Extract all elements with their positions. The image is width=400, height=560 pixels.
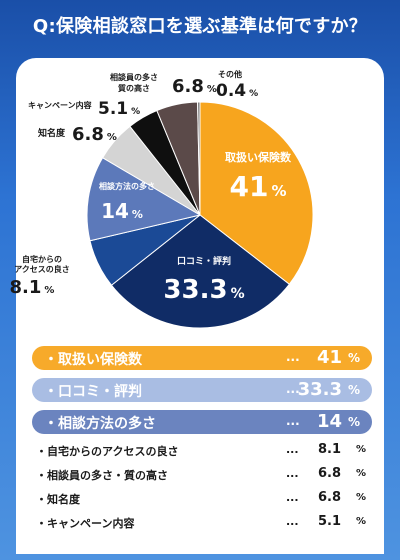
- ranking-unit: %: [347, 383, 360, 397]
- slice-value-label: 6.8%: [172, 76, 217, 97]
- slice-category-label: その他: [218, 69, 242, 79]
- slice-value-label: 33.3%: [163, 275, 244, 305]
- slice-category-label: 相談方法の多さ: [99, 181, 155, 191]
- ranking-dots: ...: [286, 382, 300, 396]
- pie-slice: [86, 157, 202, 242]
- slice-value-label: 8.1%: [10, 277, 55, 298]
- slice-category-label: 自宅からの: [22, 254, 62, 264]
- slice-category-label: 取扱い保険数: [225, 150, 292, 164]
- slice-category-label: 知名度: [37, 127, 66, 139]
- ranking-row-6: ・知名度 ... 6.8 %: [36, 490, 366, 508]
- ranking-unit: %: [356, 444, 367, 455]
- ranking-unit: %: [356, 516, 367, 527]
- ranking-label: ・キャンペーン内容: [36, 517, 135, 530]
- ranking-value: 14: [316, 411, 342, 432]
- slice-value-label: 0.4%: [216, 81, 258, 101]
- ranking-row-4: ・自宅からのアクセスの良さ ... 8.1 %: [36, 442, 366, 460]
- ranking-unit: %: [347, 351, 360, 365]
- ranking-row-1: ・取扱い保険数 ... 41 %: [32, 346, 372, 370]
- slice-category-label: 相談員の多さ: [110, 72, 158, 82]
- slice-category-label: 質の高さ: [118, 83, 150, 93]
- ranking-dots: ...: [286, 350, 300, 364]
- ranking-label: ・相談員の多さ・質の高さ: [36, 469, 168, 482]
- ranking-row-7: ・キャンペーン内容 ... 5.1 %: [36, 514, 366, 532]
- slice-value-label: 41%: [230, 170, 287, 203]
- ranking-value: 6.8: [318, 490, 342, 505]
- pie-slice: [199, 101, 314, 285]
- slice-category-label: 口コミ・評判: [177, 255, 231, 267]
- ranking-dots: ...: [286, 491, 299, 504]
- slice-value-label: 5.1%: [98, 99, 140, 119]
- page-title: Q:保険相談窓口を選ぶ基準は何ですか？: [32, 16, 368, 37]
- ranking-label: ・相談方法の多さ: [44, 416, 156, 432]
- slice-category-label: アクセスの良さ: [14, 264, 70, 274]
- ranking-label: ・取扱い保険数: [44, 352, 142, 368]
- ranking-unit: %: [356, 492, 367, 503]
- ranking-row-2: ・口コミ・評判 ... 33.3 %: [32, 378, 372, 402]
- ranking-value: 8.1: [318, 442, 342, 457]
- ranking-dots: ...: [286, 443, 299, 456]
- ranking-label: ・口コミ・評判: [44, 384, 142, 400]
- ranking-unit: %: [356, 468, 367, 479]
- ranking-label: ・知名度: [36, 493, 80, 506]
- ranking-value: 33.3: [297, 379, 342, 400]
- ranking-value: 41: [316, 347, 342, 368]
- slice-value-label: 14%: [101, 199, 143, 223]
- ranking-value: 6.8: [318, 466, 342, 481]
- pie-slice: [197, 101, 201, 216]
- ranking-dots: ...: [286, 467, 299, 480]
- ranking-dots: ...: [286, 414, 300, 428]
- ranking-value: 5.1: [318, 514, 342, 529]
- ranking-row-5: ・相談員の多さ・質の高さ ... 6.8 %: [36, 466, 366, 484]
- ranking-dots: ...: [286, 515, 299, 528]
- ranking-unit: %: [347, 415, 360, 429]
- slice-category-label: キャンペーン内容: [28, 100, 92, 110]
- ranking-row-3: ・相談方法の多さ ... 14 %: [32, 410, 372, 434]
- slice-value-label: 6.8%: [72, 124, 117, 145]
- pie-slice: [110, 214, 290, 329]
- ranking-label: ・自宅からのアクセスの良さ: [36, 445, 179, 458]
